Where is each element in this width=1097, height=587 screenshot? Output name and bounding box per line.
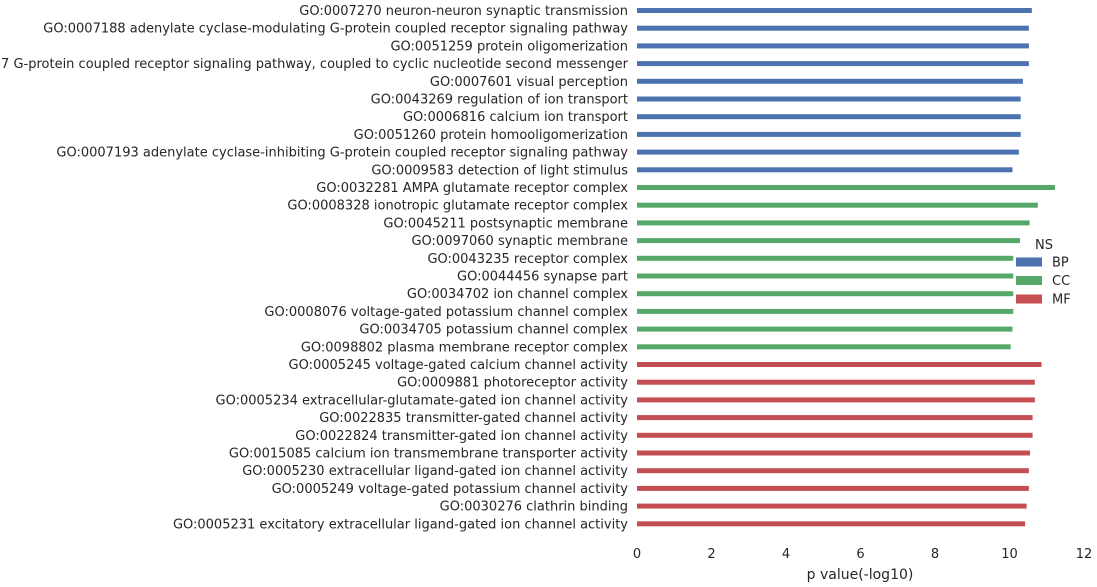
x-tick-label: 8: [931, 547, 939, 562]
category-label: GO:0030276 clathrin binding: [440, 500, 628, 515]
legend-title: NS: [1035, 238, 1053, 253]
x-tick-label: 12: [1076, 547, 1093, 562]
bar-bp: [637, 131, 1021, 137]
category-label: GO:0034702 ion channel complex: [407, 287, 628, 302]
bars-layer: [637, 8, 1055, 527]
category-label: GO:0097060 synaptic membrane: [411, 234, 628, 249]
bar-cc: [637, 185, 1055, 190]
category-label: GO:0005249 voltage-gated potassium chann…: [272, 482, 629, 497]
x-axis: 0 2 4 6 8 10 12: [633, 547, 1092, 562]
category-label: GO:0008328 ionotropic glutamate receptor…: [287, 199, 628, 214]
legend-label-bp: BP: [1052, 256, 1069, 271]
category-label: GO:0043235 receptor complex: [427, 252, 628, 267]
bar-mf: [637, 415, 1033, 421]
bar-bp: [637, 61, 1029, 67]
bar-mf: [637, 450, 1030, 456]
bar-bp: [637, 78, 1023, 84]
bar-bp: [637, 25, 1029, 31]
bar-bp: [637, 167, 1013, 173]
category-label: GO:0007187 G-protein coupled receptor si…: [0, 57, 629, 72]
bar-bp: [637, 96, 1021, 102]
category-label: GO:0034705 potassium channel complex: [359, 323, 628, 338]
bar-cc: [637, 344, 1011, 350]
bar-mf: [637, 521, 1026, 527]
bar-mf: [637, 485, 1029, 491]
category-label: GO:0008076 voltage-gated potassium chann…: [264, 305, 628, 320]
bar-cc: [637, 255, 1014, 261]
x-tick-label: 10: [1001, 547, 1018, 562]
bar-cc: [637, 273, 1014, 279]
category-label: GO:0044456 synapse part: [457, 270, 628, 285]
legend-label-cc: CC: [1052, 274, 1070, 289]
category-label: GO:0022824 transmitter-gated ion channel…: [295, 429, 628, 444]
bar-cc: [637, 220, 1030, 226]
bar-cc: [637, 326, 1013, 332]
legend-label-mf: MF: [1052, 293, 1071, 308]
category-label: GO:0007270 neuron-neuron synaptic transm…: [299, 4, 628, 19]
bar-cc: [637, 308, 1014, 314]
category-label: GO:0007188 adenylate cyclase-modulating …: [43, 22, 628, 37]
category-label: GO:0007193 adenylate cyclase-inhibiting …: [56, 146, 628, 161]
bar-mf: [637, 503, 1027, 509]
bar-cc: [637, 202, 1038, 208]
bar-mf: [637, 362, 1042, 367]
category-label: GO:0009583 detection of light stimulus: [371, 163, 628, 178]
legend-swatch-mf: [1016, 294, 1042, 304]
bar-bp: [637, 43, 1029, 49]
category-label: GO:0005230 extracellular ligand-gated io…: [242, 464, 628, 479]
category-label: GO:0015085 calcium ion transmembrane tra…: [229, 447, 628, 462]
category-label: GO:0006816 calcium ion transport: [403, 110, 628, 125]
category-label: GO:0005231 excitatory extracellular liga…: [173, 517, 628, 532]
x-tick-label: 4: [782, 547, 790, 562]
category-labels: GO:0007270 neuron-neuron synaptic transm…: [0, 4, 629, 532]
legend-swatch-bp: [1016, 257, 1042, 267]
legend-swatch-cc: [1016, 276, 1042, 285]
x-tick-label: 2: [707, 547, 715, 562]
category-label: GO:0045211 postsynaptic membrane: [383, 216, 628, 231]
bar-cc: [637, 238, 1020, 244]
legend-entries: BP CC MF: [1016, 256, 1071, 308]
category-label: GO:0022835 transmitter-gated channel act…: [319, 411, 628, 426]
bar-mf: [637, 379, 1035, 385]
category-label: GO:0043269 regulation of ion transport: [371, 93, 628, 108]
category-label: GO:0051259 protein oligomerization: [390, 39, 628, 54]
legend: NS BP CC MF: [1016, 238, 1071, 308]
category-label: GO:0051260 protein homooligomerization: [354, 128, 628, 143]
x-tick-label: 6: [856, 547, 864, 562]
category-label: GO:0005234 extracellular-glutamate-gated…: [216, 393, 629, 408]
bar-mf: [637, 468, 1029, 474]
x-tick-label: 0: [633, 547, 641, 562]
bar-mf: [637, 432, 1033, 438]
category-label: GO:0098802 plasma membrane receptor comp…: [301, 340, 628, 355]
bar-mf: [637, 397, 1035, 403]
category-label: GO:0009881 photoreceptor activity: [397, 376, 628, 391]
x-axis-label: p value(-log10): [807, 567, 914, 583]
bar-cc: [637, 291, 1014, 297]
category-label: GO:0005245 voltage-gated calcium channel…: [289, 358, 629, 373]
bar-bp: [637, 149, 1019, 155]
category-label: GO:0032281 AMPA glutamate receptor compl…: [316, 181, 628, 196]
bar-bp: [637, 114, 1021, 120]
category-label: GO:0007601 visual perception: [430, 75, 628, 90]
bar-bp: [637, 8, 1032, 13]
